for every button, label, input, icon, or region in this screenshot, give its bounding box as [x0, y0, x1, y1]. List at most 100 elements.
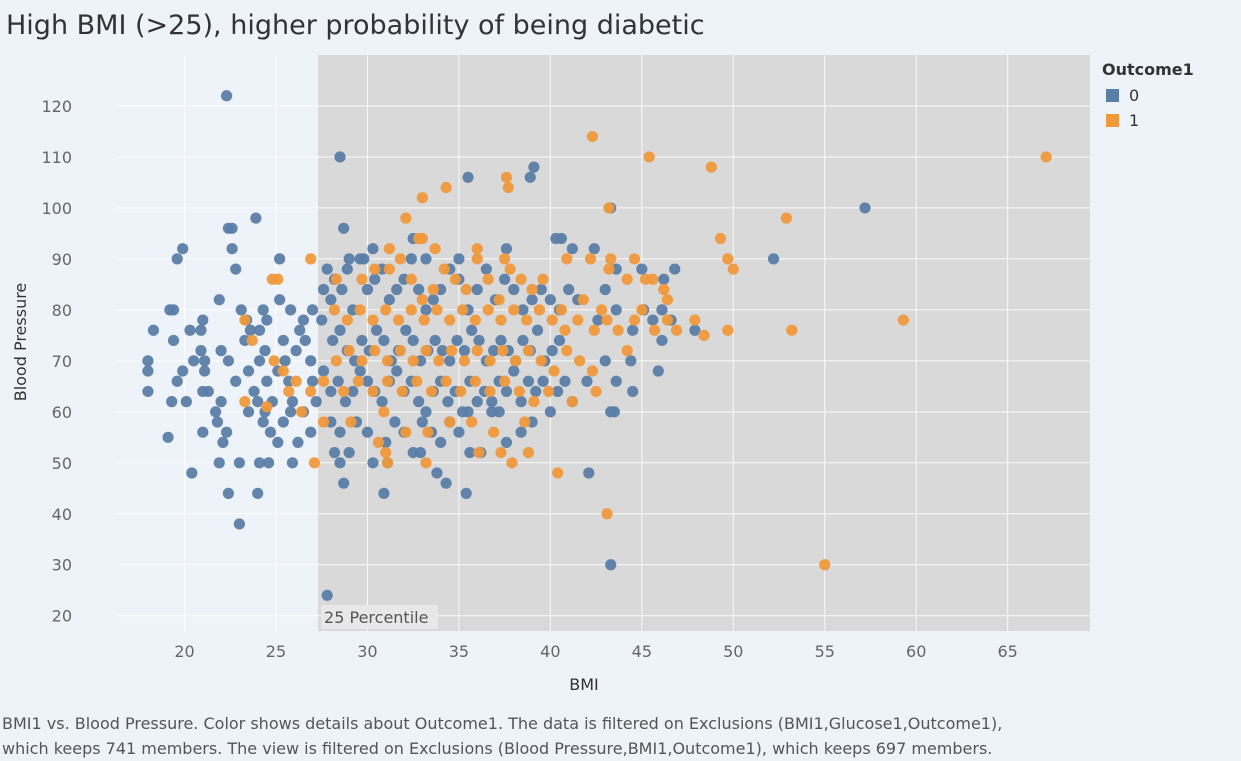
- data-point[interactable]: [544, 294, 556, 306]
- data-point[interactable]: [605, 406, 617, 418]
- data-point[interactable]: [416, 192, 428, 204]
- data-point[interactable]: [488, 345, 500, 357]
- data-point[interactable]: [595, 304, 608, 316]
- data-point[interactable]: [495, 334, 507, 347]
- data-point[interactable]: [391, 283, 403, 296]
- data-point[interactable]: [244, 324, 256, 336]
- data-point[interactable]: [420, 253, 432, 265]
- data-point[interactable]: [413, 283, 425, 296]
- data-point[interactable]: [233, 518, 245, 530]
- legend-item-0[interactable]: 0: [1102, 83, 1194, 108]
- data-point[interactable]: [400, 426, 412, 438]
- data-point[interactable]: [495, 446, 507, 459]
- data-point[interactable]: [444, 355, 456, 367]
- data-point[interactable]: [334, 457, 346, 469]
- data-point[interactable]: [449, 273, 461, 285]
- data-point[interactable]: [504, 263, 516, 275]
- data-point[interactable]: [559, 324, 571, 336]
- data-point[interactable]: [213, 294, 225, 306]
- data-point[interactable]: [370, 324, 383, 336]
- data-point[interactable]: [356, 334, 368, 347]
- data-point[interactable]: [767, 253, 780, 265]
- data-point[interactable]: [290, 375, 302, 387]
- data-point[interactable]: [482, 304, 494, 316]
- data-point[interactable]: [381, 457, 394, 469]
- data-point[interactable]: [305, 355, 317, 367]
- data-point[interactable]: [652, 365, 664, 377]
- data-point[interactable]: [215, 345, 227, 357]
- data-point[interactable]: [177, 243, 189, 255]
- data-point[interactable]: [210, 406, 222, 418]
- data-point[interactable]: [553, 334, 566, 347]
- data-point[interactable]: [433, 355, 445, 367]
- data-point[interactable]: [226, 243, 238, 255]
- data-point[interactable]: [588, 324, 600, 336]
- data-point[interactable]: [220, 426, 233, 438]
- data-point[interactable]: [316, 314, 328, 326]
- data-point[interactable]: [213, 457, 225, 469]
- data-point[interactable]: [246, 334, 258, 347]
- data-point[interactable]: [252, 487, 264, 499]
- data-point[interactable]: [493, 406, 505, 418]
- data-point[interactable]: [431, 467, 443, 479]
- data-point[interactable]: [162, 431, 174, 443]
- data-point[interactable]: [469, 314, 481, 326]
- data-point[interactable]: [202, 385, 214, 398]
- data-point[interactable]: [328, 304, 341, 316]
- data-point[interactable]: [306, 304, 319, 316]
- data-point[interactable]: [242, 406, 255, 418]
- data-point[interactable]: [599, 283, 611, 296]
- data-point[interactable]: [621, 273, 633, 285]
- data-point[interactable]: [277, 334, 289, 347]
- data-point[interactable]: [290, 345, 302, 357]
- data-point[interactable]: [253, 324, 266, 336]
- data-point[interactable]: [305, 253, 317, 265]
- data-point[interactable]: [259, 345, 271, 357]
- data-point[interactable]: [338, 385, 350, 398]
- data-point[interactable]: [508, 283, 520, 296]
- data-point[interactable]: [464, 446, 476, 459]
- data-point[interactable]: [257, 304, 269, 316]
- data-point[interactable]: [277, 416, 289, 428]
- data-point[interactable]: [510, 355, 522, 367]
- data-point[interactable]: [605, 559, 617, 571]
- data-point[interactable]: [378, 406, 390, 418]
- data-point[interactable]: [513, 385, 525, 398]
- data-point[interactable]: [334, 426, 346, 438]
- data-point[interactable]: [142, 365, 154, 377]
- data-point[interactable]: [321, 263, 333, 275]
- data-point[interactable]: [354, 304, 366, 316]
- data-point[interactable]: [420, 304, 432, 316]
- data-point[interactable]: [500, 171, 513, 183]
- data-point[interactable]: [369, 273, 381, 285]
- data-point[interactable]: [480, 263, 492, 275]
- data-point[interactable]: [530, 385, 542, 398]
- data-point[interactable]: [334, 324, 346, 336]
- data-point[interactable]: [235, 304, 247, 316]
- data-point[interactable]: [292, 436, 304, 448]
- data-point[interactable]: [440, 477, 452, 489]
- data-point[interactable]: [586, 365, 599, 377]
- data-point[interactable]: [462, 406, 474, 418]
- data-point[interactable]: [566, 396, 578, 408]
- data-point[interactable]: [420, 457, 432, 469]
- data-point[interactable]: [581, 375, 593, 387]
- data-point[interactable]: [285, 406, 297, 418]
- data-point[interactable]: [277, 365, 289, 377]
- data-point[interactable]: [405, 304, 417, 316]
- data-point[interactable]: [517, 334, 529, 347]
- data-point[interactable]: [661, 314, 674, 326]
- data-point[interactable]: [574, 355, 586, 367]
- data-point[interactable]: [325, 294, 337, 306]
- data-point[interactable]: [380, 304, 392, 316]
- data-point[interactable]: [356, 273, 368, 285]
- data-point[interactable]: [603, 263, 615, 275]
- data-point[interactable]: [306, 375, 319, 387]
- data-point[interactable]: [625, 355, 637, 367]
- data-point[interactable]: [279, 355, 291, 367]
- data-point[interactable]: [328, 446, 341, 459]
- data-point[interactable]: [413, 396, 425, 408]
- data-point[interactable]: [658, 273, 670, 285]
- data-point[interactable]: [239, 396, 251, 408]
- data-point[interactable]: [515, 426, 527, 438]
